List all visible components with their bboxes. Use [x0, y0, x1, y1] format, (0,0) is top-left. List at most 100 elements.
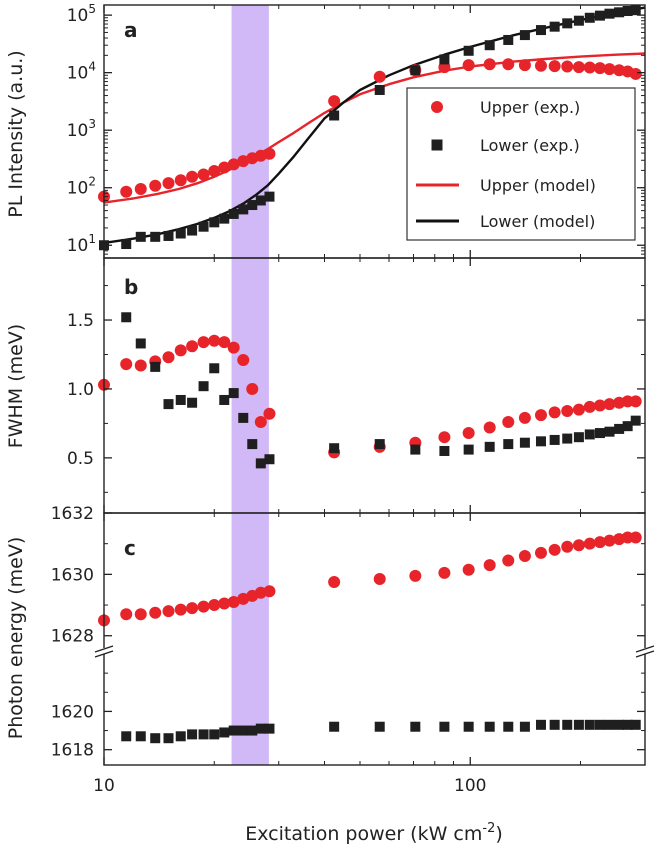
- panel-c-lower-exp-point: [439, 721, 450, 732]
- panel-c-lower-exp-point: [228, 725, 239, 736]
- panel-c-ylabel: Photon energy (meV): [5, 537, 27, 740]
- panel-a-lower-exp-point: [219, 213, 230, 224]
- panel-c-lower-exp-point: [519, 721, 530, 732]
- panel-a-upper-exp-point: [120, 185, 133, 198]
- panel-b-upper-exp-point: [572, 403, 585, 416]
- panel-b-upper-exp-point: [483, 421, 496, 434]
- panel-c-upper-exp-point: [328, 576, 341, 589]
- panel-b-lower-exp-point: [535, 436, 546, 447]
- axis-break-mark: [94, 645, 114, 653]
- panel-a-upper-exp-point: [548, 60, 561, 73]
- panel-b-upper-exp-point: [438, 431, 451, 444]
- panel-c-upper-exp-point: [263, 585, 276, 598]
- panel-a-lower-exp-point: [264, 191, 275, 202]
- tick-base: 10: [67, 179, 89, 199]
- panel-a-lower-exp-point: [463, 45, 474, 56]
- axis-break-mark: [94, 650, 114, 658]
- panel-b-y-tick-label: 1.5: [67, 311, 94, 331]
- x-axis-label: Excitation power (kW cm-2): [245, 821, 503, 845]
- panel-c-lower-exp-point: [463, 721, 474, 732]
- panel-a-lower-exp-point: [238, 204, 249, 215]
- panel-b-lower-exp-point: [584, 429, 595, 440]
- panel-b-lower-exp-point: [463, 444, 474, 455]
- panel-c-lower-exp-point: [121, 731, 132, 742]
- panel-c-upper-exp-point: [208, 599, 221, 612]
- tick-base: 10: [67, 236, 89, 256]
- legend-label-lower-exp: Lower (exp.): [480, 136, 580, 155]
- x-tick-label: 100: [454, 776, 486, 796]
- panel-c-lower-exp-point: [255, 723, 266, 734]
- panel-c-upper-exp-point: [186, 602, 199, 615]
- panel-b-upper-exp-point: [629, 395, 642, 408]
- panel-c-lower-exp-point: [484, 721, 495, 732]
- panel-c-upper-exp-point: [502, 554, 515, 567]
- panel-b-lower-exp-point: [121, 312, 132, 323]
- panel-a-lower-exp-point: [622, 5, 633, 16]
- panel-b-lower-exp-point: [228, 388, 239, 399]
- panel-b-upper-exp-point: [186, 340, 199, 353]
- panel-a-upper-exp-point: [186, 170, 199, 183]
- tick-base: 10: [67, 121, 89, 141]
- legend-marker-lower-exp: [431, 139, 443, 151]
- legend-box: [406, 87, 636, 241]
- legend: Upper (exp.) Lower (exp.) Upper (model) …: [406, 87, 636, 241]
- panel-b-lower-exp-point: [187, 397, 198, 408]
- panel-b-lower-exp-point: [604, 426, 615, 437]
- panel-b-upper-exp-point: [583, 400, 596, 413]
- panel-c-letter: c: [124, 536, 136, 560]
- panel-b-frame: [103, 257, 646, 514]
- tick-exponent: 4: [88, 60, 96, 74]
- panel-b-lower-exp-point: [573, 432, 584, 443]
- tick-base: 10: [67, 6, 89, 26]
- panel-a-upper-exp-point: [483, 58, 496, 71]
- panel-c-y-tick-label: 1630: [51, 565, 94, 585]
- panel-b-lower-exp-point: [150, 361, 161, 372]
- panel-b-upper-exp-point: [208, 334, 221, 347]
- panel-a-upper-exp-point: [197, 168, 210, 181]
- panel-a-lower-exp-point: [255, 195, 266, 206]
- panel-a-lower-exp-point: [614, 7, 625, 18]
- panel-c-lower-exp-point: [630, 719, 641, 730]
- panel-c-lower-exp-point: [329, 721, 340, 732]
- panel-b-upper-exp-point: [237, 354, 250, 366]
- panel-a-lower-exp-point: [584, 12, 595, 23]
- panel-a-lower-exp-point: [247, 200, 258, 211]
- axis-break-gap: [96, 648, 112, 654]
- legend-label-upper-model: Upper (model): [480, 176, 596, 195]
- panel-c-upper-exp-point: [438, 566, 451, 579]
- panel-a-y-tick-label: 105: [67, 2, 96, 26]
- panel-b-upper-exp-point: [518, 411, 531, 424]
- panel-c-lower-exp-point: [573, 719, 584, 730]
- panel-b-upper-exp-point: [263, 407, 276, 420]
- panel-b-lower-exp-point: [219, 394, 230, 405]
- panel-c-lower-exp-point: [562, 719, 573, 730]
- panel-c-lower-exp-point: [264, 723, 275, 734]
- panel-b-lower-exp-point: [163, 399, 174, 410]
- panel-c-lower-exp-point: [535, 719, 546, 730]
- panel-c-upper-exp-point: [593, 536, 606, 549]
- panel-c-lower-exp-point: [614, 719, 625, 730]
- panel-a-letter: a: [124, 18, 138, 42]
- panel-c-lower-exp-point: [150, 733, 161, 744]
- panel-c-lower-exp-point: [209, 729, 220, 740]
- panel-a-lower-exp-point: [410, 65, 421, 76]
- panel-b-lower-exp-point: [484, 441, 495, 452]
- panel-a-upper-exp-point: [462, 59, 475, 72]
- panel-b-lower-exp-point: [439, 445, 450, 456]
- tick-exponent: 3: [88, 117, 96, 131]
- panel-b-upper-exp-point: [120, 358, 133, 371]
- panel-c-upper-exp-point: [237, 592, 250, 605]
- panel-a-lower-exp-point: [549, 21, 560, 32]
- panel-c-lower-exp-point: [175, 731, 186, 742]
- panel-a-upper-exp-point: [593, 62, 606, 75]
- panel-b-lower-exp-point: [594, 428, 605, 439]
- panel-a-upper-exp-point: [218, 161, 231, 174]
- panel-b-lower-exp-point: [247, 439, 258, 450]
- panel-b-upper-exp-point: [218, 336, 231, 349]
- panel-a-lower-exp-point: [175, 228, 186, 239]
- panel-b-upper-exp-point: [197, 336, 210, 349]
- panel-b-upper-exp-point: [534, 409, 547, 422]
- panel-c-lower-exp-point: [594, 719, 605, 730]
- panel-a-lower-exp-point: [519, 30, 530, 41]
